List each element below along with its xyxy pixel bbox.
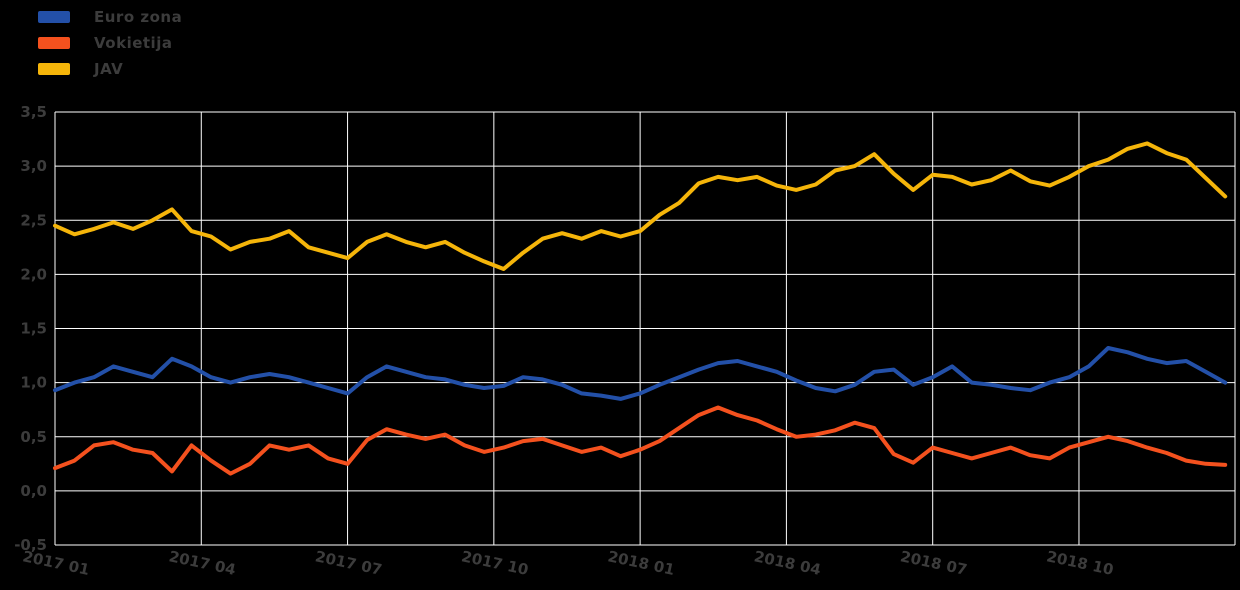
y-tick-label: 0,5	[20, 428, 47, 446]
x-tick-label: 2017 04	[167, 547, 237, 579]
x-tick-label: 2018 04	[752, 547, 822, 579]
x-tick-label: 2018 10	[1045, 547, 1115, 579]
legend: Euro zona Vokietija JAV	[38, 4, 182, 82]
x-tick-label: 2017 01	[21, 547, 91, 579]
series-line-jav	[53, 141, 1228, 271]
y-tick-label: 0,0	[20, 482, 47, 500]
y-tick-label: 1,5	[20, 320, 47, 338]
y-tick-label: 3,0	[20, 157, 47, 175]
legend-label-jav: JAV	[94, 60, 124, 78]
y-tick-label: -0,5	[14, 536, 47, 554]
x-tick-label: 2018 01	[606, 547, 676, 579]
legend-label-euro-zona: Euro zona	[94, 8, 183, 26]
legend-swatch-jav	[38, 63, 70, 75]
series-line-vokietija	[53, 405, 1228, 476]
y-tick-label: 2,5	[20, 211, 47, 229]
x-tick-label: 2017 10	[460, 547, 530, 579]
y-tick-label: 1,0	[20, 374, 47, 392]
legend-item-jav: JAV	[38, 56, 182, 82]
y-tick-label: 2,0	[20, 265, 47, 283]
legend-label-vokietija: Vokietija	[94, 34, 173, 52]
series-line-euro-zona	[53, 346, 1228, 401]
legend-swatch-euro-zona	[38, 11, 70, 23]
legend-item-vokietija: Vokietija	[38, 30, 182, 56]
legend-swatch-vokietija	[38, 37, 70, 49]
y-tick-label: 3,5	[20, 103, 47, 121]
x-tick-label: 2017 07	[314, 547, 384, 579]
x-tick-label: 2018 07	[899, 547, 969, 579]
legend-item-euro-zona: Euro zona	[38, 4, 182, 30]
